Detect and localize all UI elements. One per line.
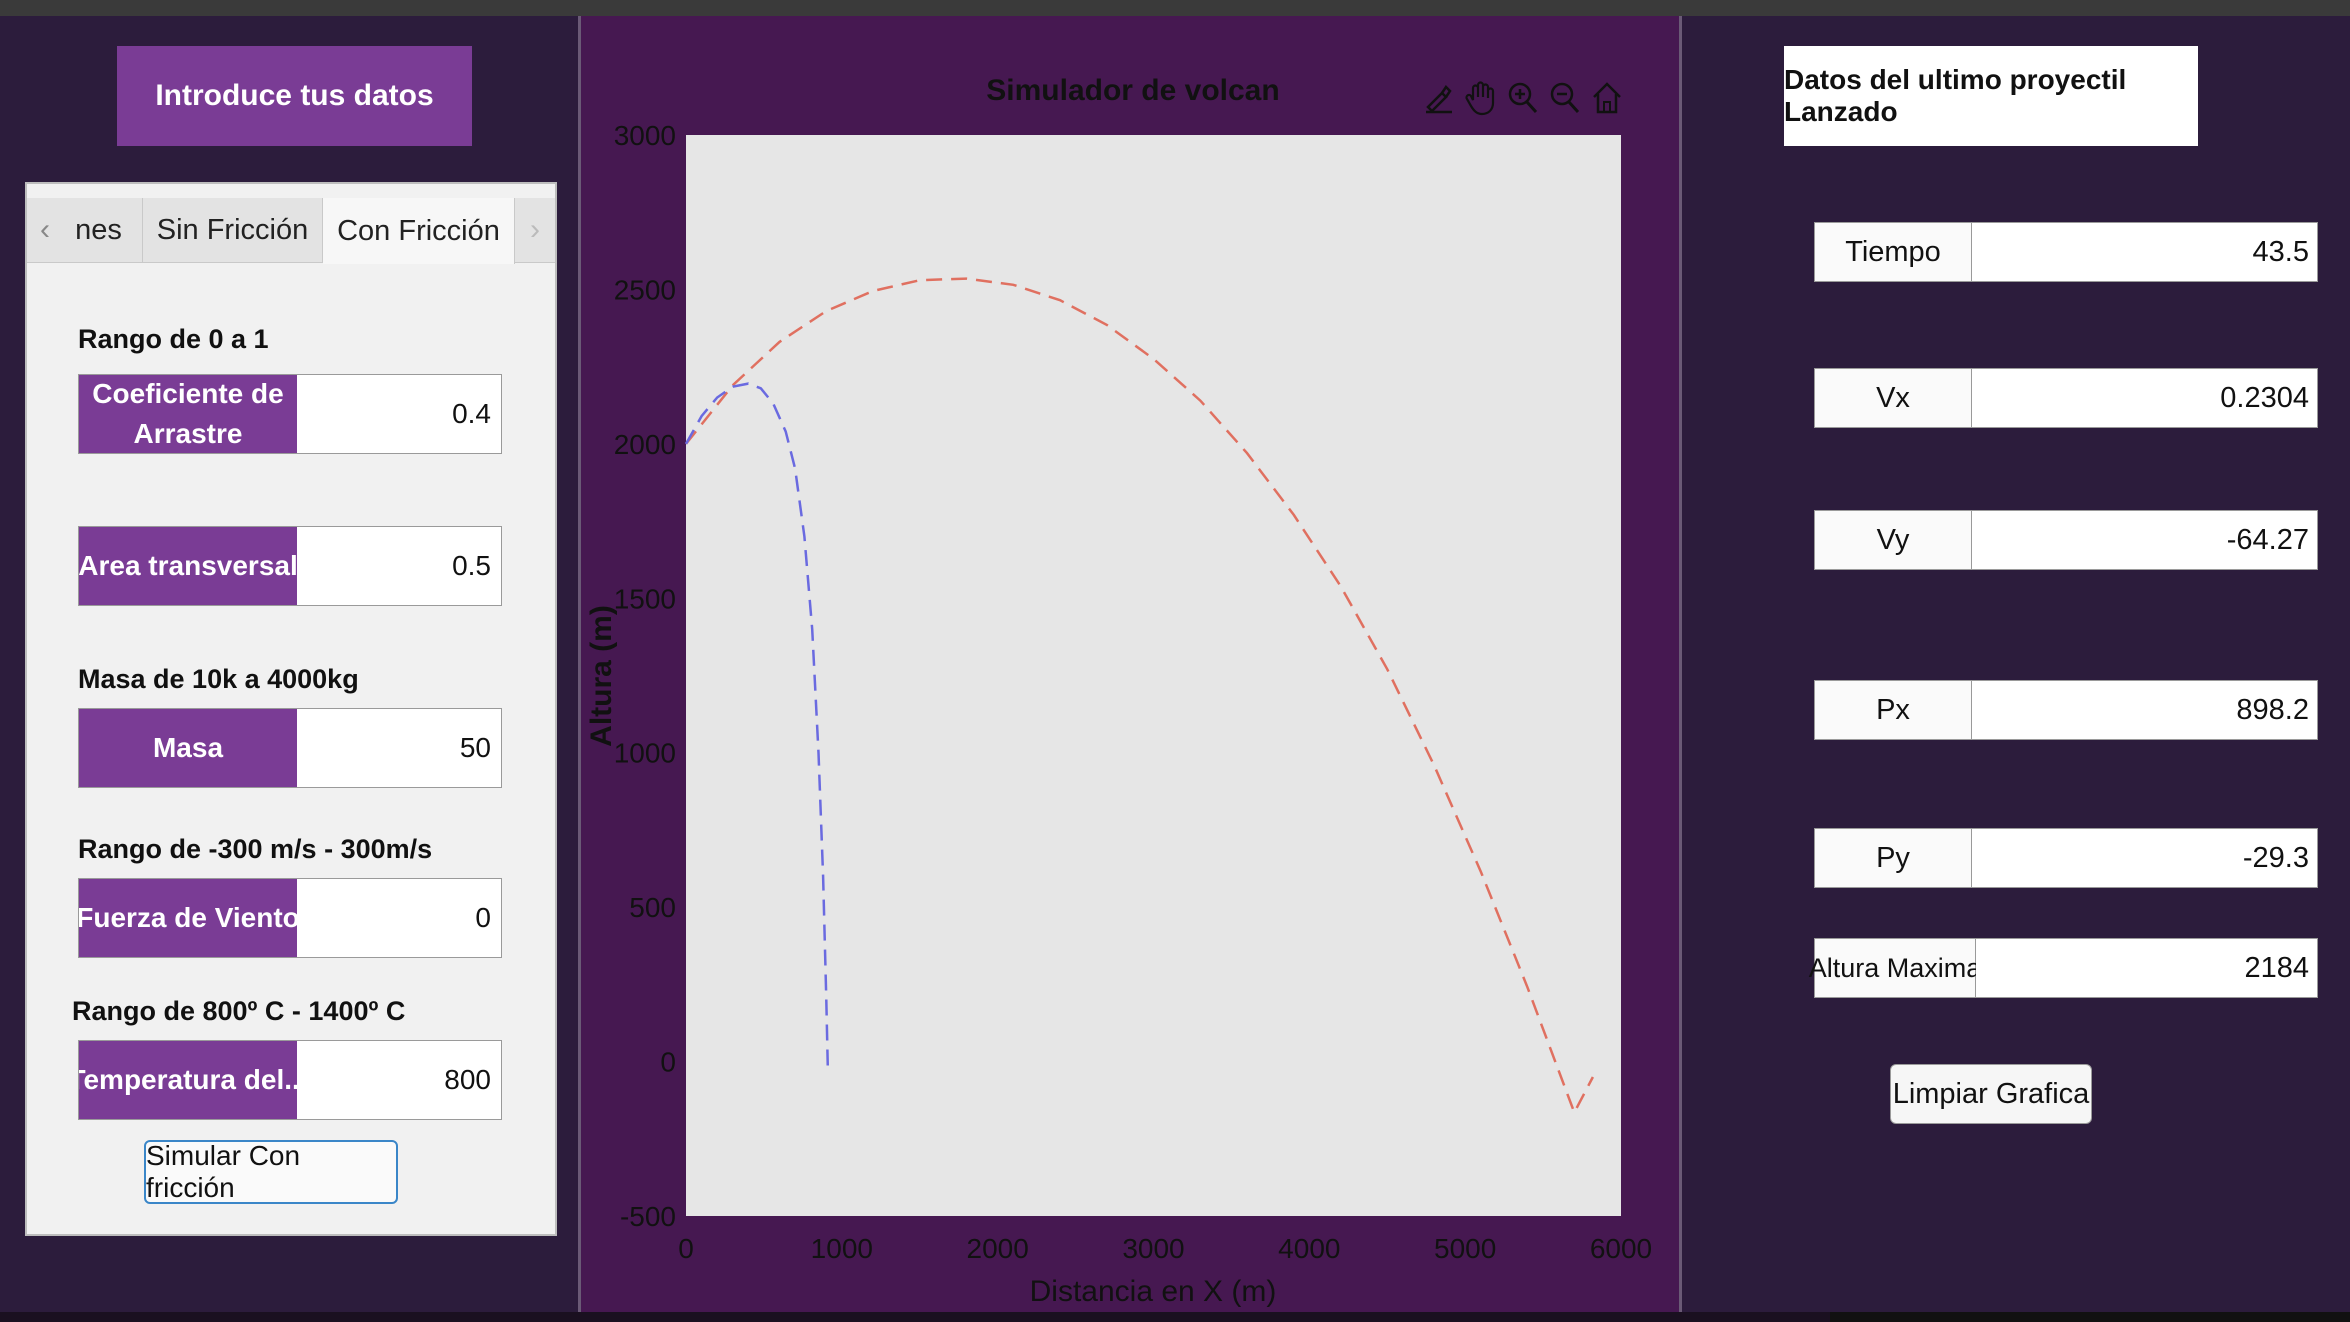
x-tick-label: 0 — [678, 1233, 694, 1264]
result-row-vx: Vx 0.2304 — [1814, 368, 2318, 428]
mass-input[interactable]: 50 — [297, 709, 501, 787]
result-label: Vx — [1814, 368, 1972, 428]
input-title-button[interactable]: Introduce tus datos — [117, 46, 472, 146]
x-axis-label: Distancia en X (m) — [1030, 1275, 1277, 1308]
simulate-friction-button[interactable]: Simular Con fricción — [144, 1140, 398, 1204]
drag-coefficient-input[interactable]: 0.4 — [297, 375, 501, 453]
result-value[interactable]: 898.2 — [1972, 680, 2318, 740]
x-tick-label: 4000 — [1278, 1233, 1340, 1264]
tab-con-friccion[interactable]: Con Fricción — [323, 198, 515, 264]
result-value[interactable]: 2184 — [1976, 938, 2318, 998]
x-tick-label: 1000 — [811, 1233, 873, 1264]
y-tick-label: 500 — [629, 892, 676, 923]
mass-field: Masa 50 — [78, 708, 502, 788]
zoom-out-icon[interactable] — [1547, 78, 1583, 118]
temperature-label: Temperatura del... — [79, 1041, 297, 1119]
x-tick-label: 5000 — [1434, 1233, 1496, 1264]
y-tick-label: 3000 — [614, 120, 676, 151]
range-mass-label: Masa de 10k a 4000kg — [78, 664, 359, 694]
temperature-field: Temperatura del... 800 — [78, 1040, 502, 1120]
tab-nes[interactable]: nes — [55, 198, 143, 262]
tab-group: ‹ nes Sin Fricción Con Fricción › Rango … — [25, 182, 557, 1236]
drag-label-line2: Arrastre — [133, 418, 243, 449]
results-panel: Datos del ultimo proyectil Lanzado Tiemp… — [1682, 16, 2350, 1312]
clear-chart-button[interactable]: Limpiar Grafica — [1890, 1064, 2092, 1124]
y-tick-label: 0 — [660, 1047, 676, 1078]
window-bottom-bar — [0, 1312, 2350, 1322]
y-tick-label: 1500 — [614, 583, 676, 614]
wind-field: Fuerza de Viento 0 — [78, 878, 502, 958]
result-row-py: Py -29.3 — [1814, 828, 2318, 888]
tab-scroll-left-icon[interactable]: ‹ — [40, 213, 50, 246]
drag-coefficient-field: Coeficiente de Arrastre 0.4 — [78, 374, 502, 454]
range-drag-label: Rango de 0 a 1 — [78, 324, 269, 354]
wind-label: Fuerza de Viento — [79, 879, 297, 957]
input-panel: Introduce tus datos ‹ nes Sin Fricción C… — [0, 16, 578, 1312]
axes-background — [686, 135, 1621, 1216]
home-icon[interactable] — [1589, 78, 1625, 118]
area-field: Area transversal 0.5 — [78, 526, 502, 606]
drag-label-line1: Coeficiente de — [92, 378, 284, 409]
result-row-px: Px 898.2 — [1814, 680, 2318, 740]
result-row-vy: Vy -64.27 — [1814, 510, 2318, 570]
temperature-input[interactable]: 800 — [297, 1041, 501, 1119]
result-value[interactable]: 0.2304 — [1972, 368, 2318, 428]
tab-strip: ‹ nes Sin Fricción Con Fricción › — [27, 198, 555, 264]
x-tick-label: 6000 — [1590, 1233, 1652, 1264]
result-label: Altura Maxima — [1809, 938, 1981, 998]
trajectory-line-2 — [684, 382, 830, 1068]
y-tick-label: 2500 — [614, 274, 676, 305]
chart-title: Simulador de volcan — [986, 74, 1280, 107]
y-tick-label: -500 — [620, 1201, 676, 1232]
area-label: Area transversal — [79, 527, 297, 605]
results-title: Datos del ultimo proyectil Lanzado — [1784, 46, 2198, 146]
axes-toolbar — [1421, 78, 1625, 118]
result-row-tiempo: Tiempo 43.5 — [1814, 222, 2318, 282]
result-label: Vy — [1814, 510, 1972, 570]
trajectory-line-1 — [685, 277, 1595, 1116]
result-label: Px — [1814, 680, 1972, 740]
trajectory-chart: 0 1000 2000 3000 4000 5000 6000-50005001000150… — [585, 120, 1652, 1308]
zoom-in-icon[interactable] — [1505, 78, 1541, 118]
x-tick-label: 2000 — [967, 1233, 1029, 1264]
tab-sin-friccion[interactable]: Sin Fricción — [143, 198, 323, 262]
result-value[interactable]: -29.3 — [1972, 828, 2318, 888]
result-row-altura-maxima: Altura Maxima 2184 — [1809, 938, 2318, 998]
window-bottom-bar-segment — [1830, 1312, 2350, 1322]
window-top-bar — [0, 0, 2350, 16]
result-label: Py — [1814, 828, 1972, 888]
range-wind-label: Rango de -300 m/s - 300m/s — [78, 834, 433, 864]
result-label: Tiempo — [1814, 222, 1972, 282]
wind-input[interactable]: 0 — [297, 879, 501, 957]
result-value[interactable]: 43.5 — [1972, 222, 2318, 282]
chart-panel: Simulador de volcan 0 1000 2000 3000 4000 500… — [578, 16, 1682, 1312]
x-tick-label: 3000 — [1122, 1233, 1184, 1264]
drag-coefficient-label: Coeficiente de Arrastre — [79, 375, 297, 453]
y-tick-label: 2000 — [614, 429, 676, 460]
result-value[interactable]: -64.27 — [1972, 510, 2318, 570]
tab-scroll-right-icon[interactable]: › — [530, 213, 540, 246]
brush-icon[interactable] — [1421, 78, 1457, 118]
y-axis-label: Altura (m) — [585, 605, 618, 747]
pan-icon[interactable] — [1463, 78, 1499, 118]
y-tick-label: 1000 — [614, 738, 676, 769]
range-temp-label: Rango de 800º C - 1400º C — [72, 996, 406, 1026]
mass-label: Masa — [79, 709, 297, 787]
area-input[interactable]: 0.5 — [297, 527, 501, 605]
